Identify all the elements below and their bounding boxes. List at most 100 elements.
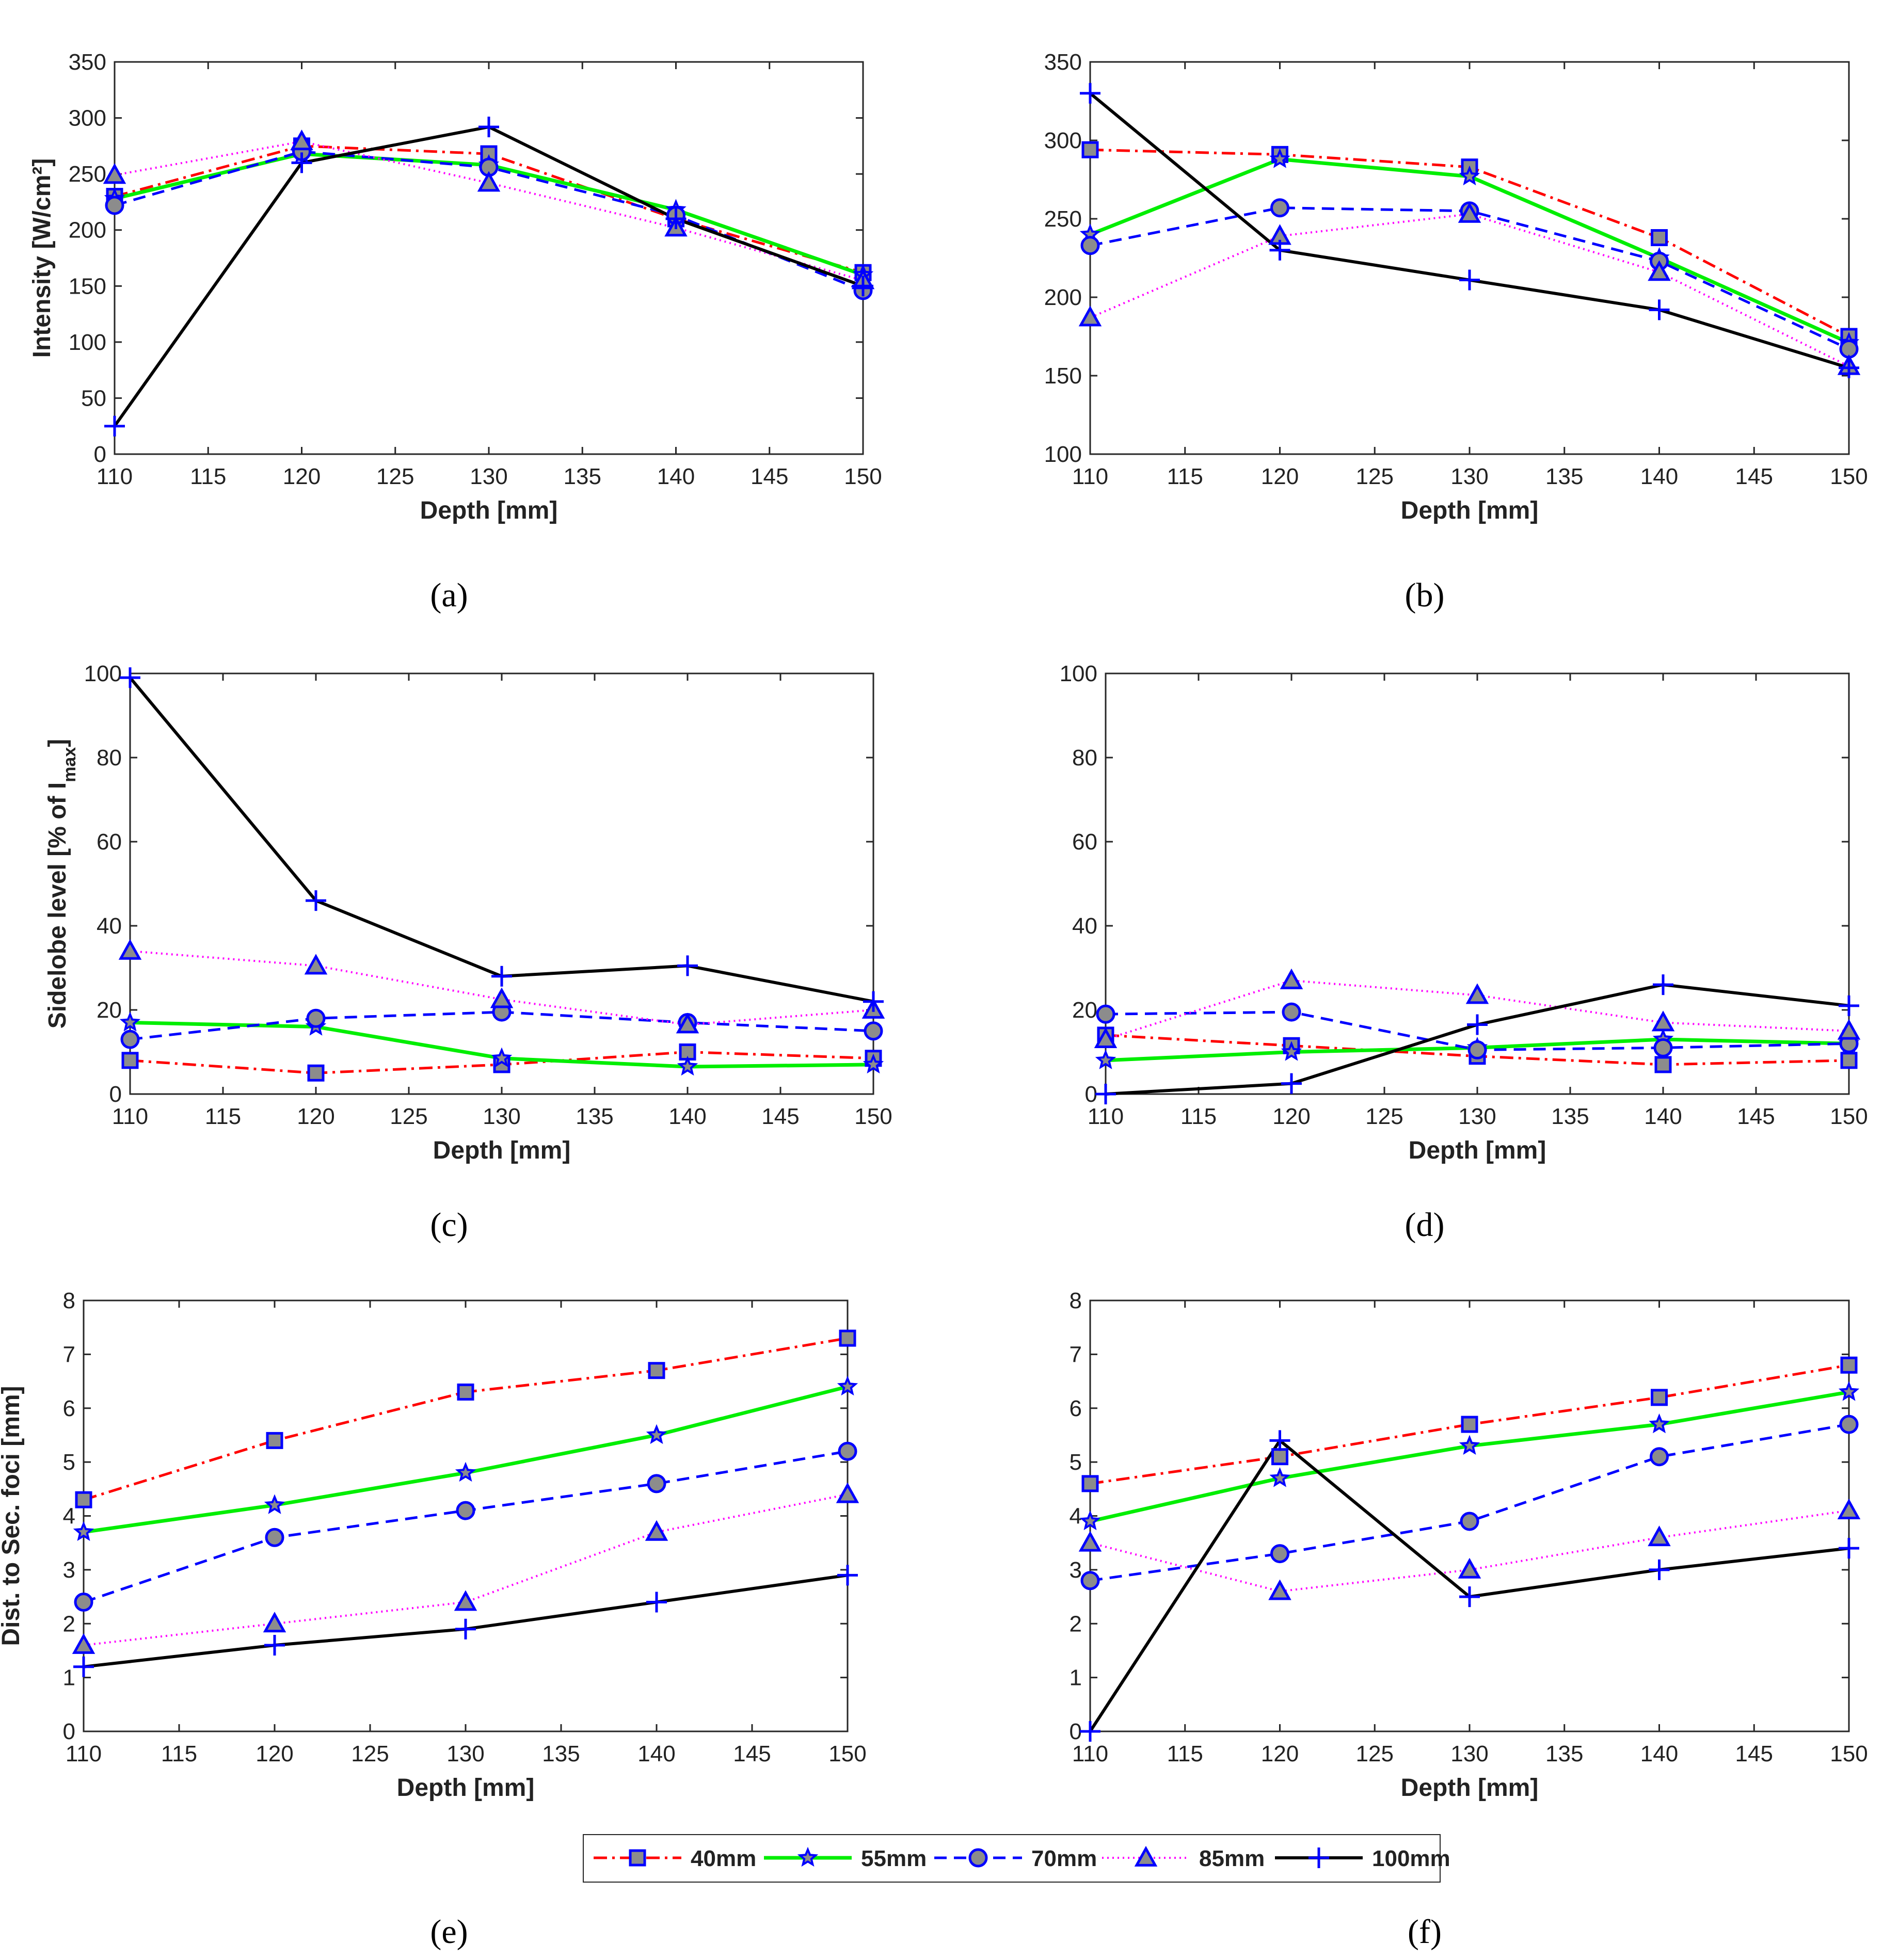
point-b-70mm-120 [1270, 198, 1289, 218]
y-tick-label-f-7: 7 [1070, 1342, 1082, 1367]
point-c-100mm-110 [120, 667, 140, 688]
point-c-100mm-120 [306, 890, 326, 911]
point-d-85mm-120 [1280, 968, 1303, 989]
y-tick-label-a-5: 250 [69, 162, 106, 187]
panel-f: 110 115 120 125 130 135 140 145 150 0 1 2 3 4 5 6 7 8 Dept… [1070, 1288, 1868, 1802]
y-axis-label-c: Sidelobe level [% of Imax] [44, 739, 79, 1029]
point-f-100mm-140 [1649, 1559, 1670, 1580]
point-c-85mm-130 [490, 987, 514, 1008]
x-tick-label-d-6: 140 [1644, 1104, 1682, 1129]
point-e-100mm-140 [646, 1592, 667, 1613]
x-tick-label-b-6: 140 [1640, 464, 1678, 489]
point-a-85mm-120 [290, 130, 313, 151]
series-line-f-85mm [1090, 1509, 1849, 1593]
y-tick-label-f-6: 6 [1070, 1396, 1082, 1421]
x-tick-label-c-2: 120 [297, 1104, 334, 1129]
x-tick-label-f-7: 145 [1735, 1741, 1773, 1766]
x-tick-label-c-5: 135 [576, 1104, 613, 1129]
panel-a: 110 115 120 125 130 135 140 145 150 0 50 100 150 200 2… [28, 50, 882, 524]
point-c-100mm-140 [677, 955, 698, 976]
point-e-40mm-150 [839, 1329, 856, 1347]
legend-label-70mm: 70mm [1031, 1846, 1097, 1871]
point-b-55mm-120 [1269, 148, 1290, 168]
legend-marker-40mm [629, 1849, 646, 1867]
panel-label-f: (f) [1408, 1913, 1442, 1951]
point-b-40mm-140 [1651, 229, 1668, 246]
y-tick-label-e-2: 2 [63, 1611, 75, 1636]
x-tick-label-d-5: 135 [1551, 1104, 1589, 1129]
y-tick-label-f-1: 1 [1070, 1665, 1082, 1691]
point-d-100mm-150 [1839, 995, 1859, 1016]
point-f-40mm-130 [1461, 1416, 1478, 1433]
point-f-85mm-130 [1458, 1557, 1481, 1579]
y-tick-label-f-8: 8 [1070, 1288, 1082, 1313]
point-f-70mm-140 [1650, 1447, 1669, 1467]
y-tick-label-c-3: 60 [97, 829, 122, 855]
point-e-55mm-120 [264, 1494, 285, 1514]
point-c-100mm-150 [863, 991, 884, 1012]
y-tick-label-f-5: 5 [1070, 1450, 1082, 1475]
point-b-70mm-110 [1080, 236, 1100, 255]
point-e-40mm-140 [648, 1362, 665, 1379]
y-tick-label-d-0: 0 [1085, 1082, 1097, 1107]
x-tick-label-a-7: 145 [751, 464, 788, 489]
x-tick-label-d-7: 145 [1737, 1104, 1775, 1129]
point-d-70mm-130 [1467, 1040, 1487, 1059]
point-b-100mm-110 [1080, 83, 1100, 104]
point-c-55mm-140 [677, 1055, 698, 1076]
point-b-85mm-130 [1458, 202, 1481, 223]
point-f-70mm-110 [1080, 1571, 1100, 1591]
x-axis-label-f: Depth [mm] [1401, 1774, 1539, 1802]
y-tick-label-d-2: 40 [1072, 913, 1097, 939]
point-e-55mm-130 [455, 1461, 476, 1482]
point-f-100mm-150 [1839, 1538, 1859, 1559]
x-tick-label-c-3: 125 [390, 1104, 427, 1129]
x-tick-label-d-4: 130 [1458, 1104, 1496, 1129]
legend-label-55mm: 55mm [861, 1846, 927, 1871]
x-tick-label-c-6: 140 [668, 1104, 706, 1129]
y-tick-label-d-1: 20 [1072, 998, 1097, 1023]
x-tick-label-d-1: 115 [1180, 1104, 1217, 1129]
legend-label-100mm: 100mm [1372, 1846, 1450, 1871]
x-tick-label-a-1: 115 [190, 464, 226, 489]
point-a-70mm-110 [105, 196, 124, 215]
panel-label-d: (d) [1405, 1206, 1445, 1244]
plot-area-d [1105, 672, 1850, 1095]
x-tick-label-c-8: 150 [854, 1104, 892, 1129]
point-e-100mm-110 [73, 1656, 94, 1677]
x-tick-label-e-4: 130 [446, 1741, 484, 1766]
point-c-55mm-110 [119, 1011, 141, 1032]
point-c-70mm-150 [864, 1021, 883, 1041]
x-tick-label-c-7: 145 [761, 1104, 799, 1129]
point-a-85mm-110 [103, 163, 126, 184]
point-f-55mm-140 [1649, 1413, 1670, 1434]
point-c-55mm-130 [491, 1047, 513, 1067]
point-e-70mm-120 [265, 1528, 284, 1547]
point-e-70mm-150 [838, 1441, 857, 1461]
point-f-40mm-140 [1651, 1389, 1668, 1406]
x-tick-label-b-0: 110 [1072, 464, 1108, 489]
x-tick-label-d-0: 110 [1088, 1104, 1124, 1129]
y-tick-label-a-4: 200 [69, 218, 106, 243]
point-a-100mm-130 [478, 116, 499, 137]
panel-label-c: (c) [430, 1206, 468, 1244]
legend-marker-100mm [1308, 1847, 1329, 1868]
x-tick-label-b-8: 150 [1830, 464, 1868, 489]
x-tick-label-f-2: 120 [1261, 1741, 1299, 1766]
point-e-55mm-150 [837, 1375, 858, 1396]
y-tick-label-b-3: 250 [1044, 206, 1082, 232]
point-d-85mm-130 [1465, 983, 1489, 1004]
x-tick-label-b-4: 130 [1450, 464, 1488, 489]
point-d-85mm-150 [1837, 1019, 1861, 1040]
plot-area-b [1089, 61, 1850, 455]
series-line-c-85mm [130, 950, 874, 1026]
x-axis-label-e: Depth [mm] [397, 1774, 535, 1802]
point-d-70mm-140 [1653, 1038, 1673, 1057]
y-tick-label-d-5: 100 [1060, 661, 1097, 686]
point-e-85mm-120 [263, 1612, 286, 1633]
point-d-100mm-120 [1281, 1073, 1302, 1094]
y-tick-label-a-0: 0 [94, 442, 106, 467]
legend-marker-85mm [1134, 1845, 1158, 1867]
point-d-85mm-110 [1094, 1027, 1118, 1048]
